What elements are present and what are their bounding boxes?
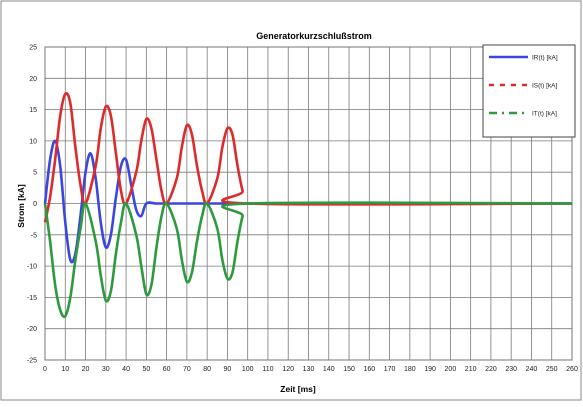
series-line-3 — [43, 201, 573, 319]
y-tick-label: -20 — [27, 326, 37, 333]
legend-box — [482, 44, 576, 138]
series-layer — [43, 91, 573, 319]
x-tick-label: 170 — [384, 366, 396, 373]
x-tick-label: 100 — [242, 366, 254, 373]
legend: IR(t) [kA] IS(t) [kA] IT(t) [kA] — [482, 44, 576, 138]
x-tick-label: 260 — [566, 366, 578, 373]
x-tick-label: 40 — [122, 366, 130, 373]
x-tick-label: 20 — [82, 366, 90, 373]
x-tick-label: 60 — [163, 366, 171, 373]
legend-label-3: IT(t) [kA] — [532, 111, 557, 118]
y-axis-label: Strom [kA] — [16, 184, 26, 228]
x-tick-label: 230 — [505, 366, 517, 373]
x-tick-label: 250 — [546, 366, 558, 373]
y-tick-label: -15 — [27, 295, 37, 302]
x-tick-label: 90 — [224, 366, 232, 373]
y-tick-label: 20 — [29, 76, 37, 83]
x-tick-label: 160 — [363, 366, 375, 373]
x-tick-label: 80 — [203, 366, 211, 373]
y-tick-label: 10 — [29, 138, 37, 145]
x-tick-label: 150 — [343, 366, 355, 373]
x-tick-label: 240 — [526, 366, 538, 373]
x-tick-label: 30 — [102, 366, 110, 373]
y-tick-label: 0 — [33, 201, 37, 208]
y-tick-label: 5 — [33, 170, 37, 177]
y-tick-label: -10 — [27, 264, 37, 271]
y-tick-label: 15 — [29, 107, 37, 114]
x-tick-label: 50 — [142, 366, 150, 373]
x-tick-label: 110 — [262, 366, 273, 373]
x-tick-label: 10 — [61, 366, 69, 373]
x-axis-label: Zeit [ms] — [280, 384, 316, 394]
y-tick-label: -25 — [27, 358, 37, 365]
x-tick-label: 140 — [323, 366, 335, 373]
x-tick-label: 200 — [445, 366, 457, 373]
x-tick-label: 210 — [465, 366, 477, 373]
x-tick-label: 120 — [282, 366, 294, 373]
legend-label-2: IS(t) [kA] — [532, 83, 557, 90]
y-tick-label: -5 — [31, 232, 37, 239]
chart-title: Generatorkurzschlußstrom — [256, 31, 372, 41]
x-tick-label: 190 — [424, 366, 436, 373]
y-tick-label: 25 — [29, 45, 37, 52]
x-tick-label: 180 — [404, 366, 416, 373]
x-tick-label: 220 — [485, 366, 497, 373]
legend-label-1: IR(t) [kA] — [532, 55, 558, 62]
x-tick-label: 70 — [183, 366, 191, 373]
x-tick-label: 130 — [303, 366, 315, 373]
x-tick-label: 0 — [43, 366, 47, 373]
axis-layer: 0 10 20 30 40 50 60 70 80 90 100 110 120 130 140 150 160… — [27, 45, 578, 374]
series-line-2 — [43, 91, 573, 223]
